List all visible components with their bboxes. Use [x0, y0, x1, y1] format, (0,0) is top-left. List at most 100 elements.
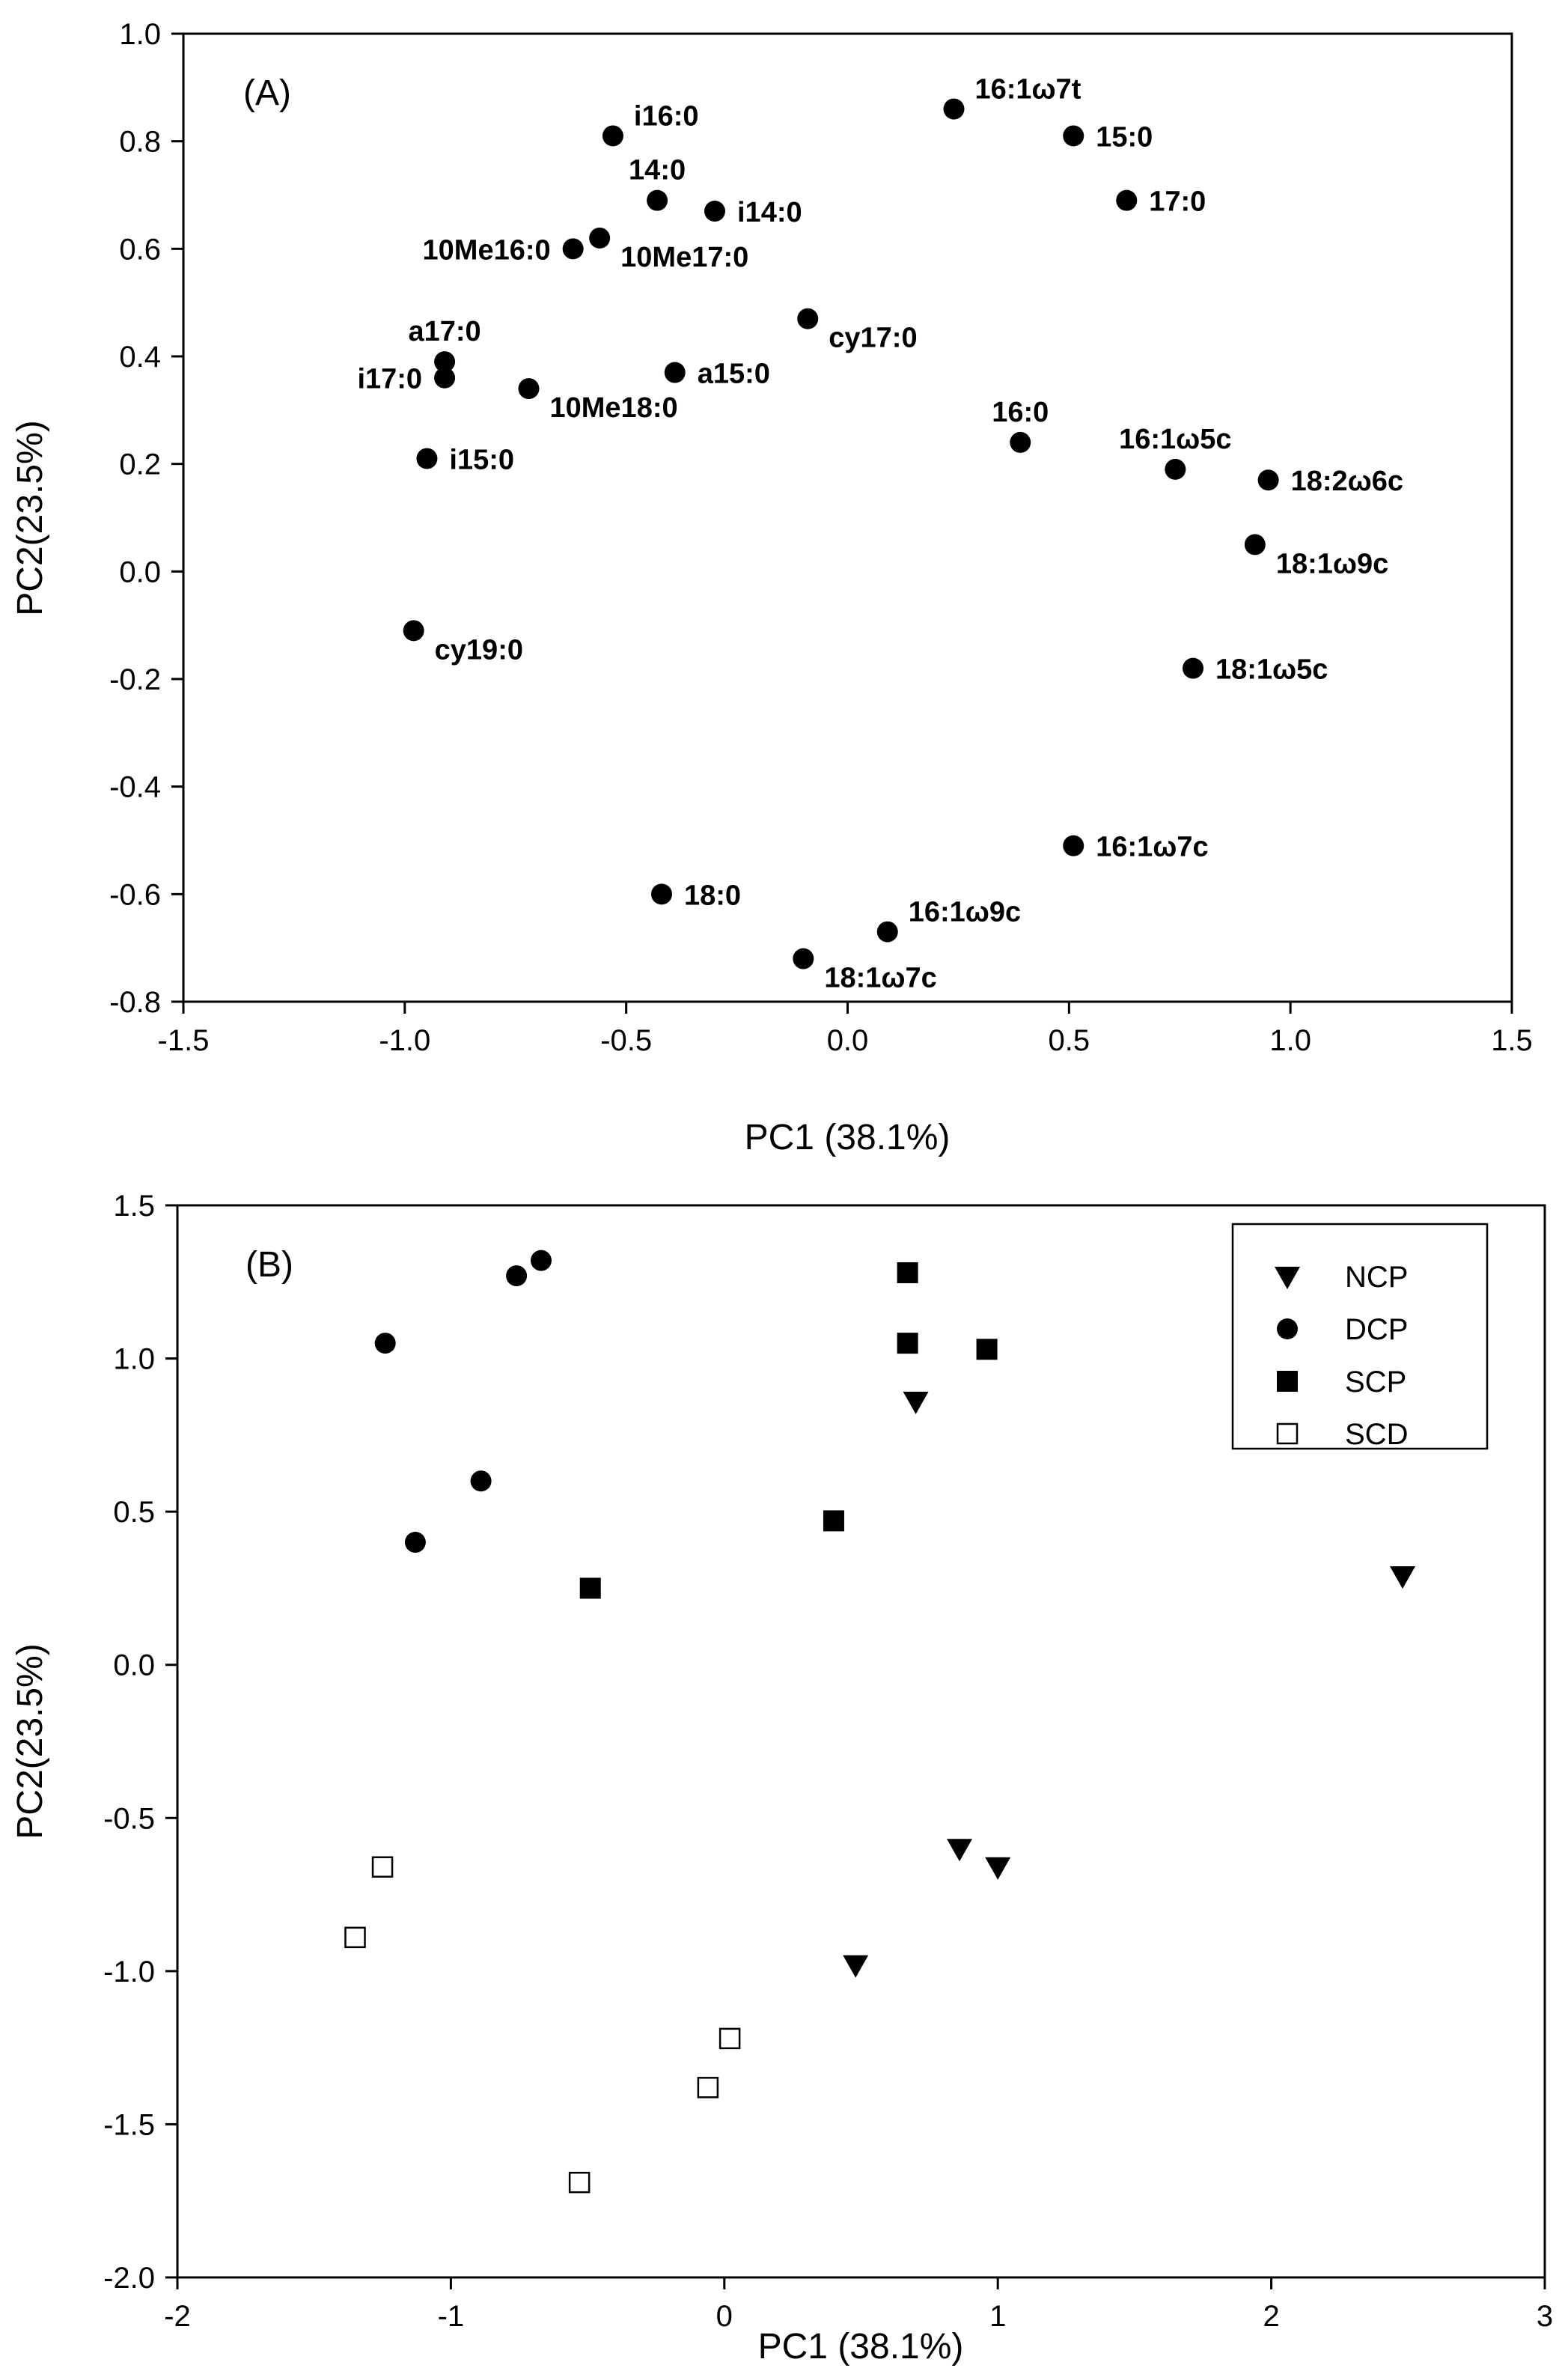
- panel-a-point-label: cy17:0: [829, 323, 917, 354]
- panel-b-x-tick-label: 2: [1263, 2300, 1279, 2333]
- panel-a-point: [651, 883, 672, 905]
- panel-b-point-scp: [823, 1510, 844, 1532]
- legend-marker-dcp: [1277, 1318, 1298, 1339]
- panel-a-y-tick-label: -0.2: [109, 663, 161, 696]
- panel-a-x-tick-label: 0.5: [1049, 1024, 1090, 1057]
- panel-b-y-tick-label: -1.5: [103, 2108, 155, 2141]
- panel-b-point-scd: [697, 2077, 719, 2099]
- panel-a-point: [793, 948, 814, 970]
- panel-a-x-tick-label: -1.5: [158, 1024, 210, 1057]
- panel-b-point-ncp: [1389, 1566, 1415, 1589]
- panel-a-x-axis-title: PC1 (38.1%): [745, 1118, 951, 1157]
- panel-a-point: [434, 367, 456, 389]
- panel-a-point: [704, 201, 725, 222]
- legend-marker-scd: [1276, 1422, 1299, 1445]
- panel-a-x-tick-label: 0.0: [827, 1024, 869, 1057]
- panel-a-point: [1063, 835, 1084, 856]
- panel-b-y-tick-label: -2.0: [103, 2262, 155, 2295]
- panel-a-y-tick-label: 1.0: [119, 18, 161, 51]
- panel-a-point: [1063, 125, 1084, 147]
- panel-a-point-label: 18:1ω9c: [1276, 548, 1388, 579]
- panel-b-chart: (B) -2 -1 0 1 2 3 -2.0 -1.5 -1.0 -0.5 0.0 0.5 1.0 1.…: [10, 1190, 1553, 2367]
- panel-b-y-tick-label: 0.0: [113, 1649, 155, 1682]
- panel-a-x-tick-label: -1.0: [379, 1024, 430, 1057]
- panel-b-point-scd: [719, 2027, 741, 2050]
- panel-b-point-ncp: [843, 1955, 869, 1978]
- panel-a-point-label: i15:0: [449, 444, 514, 475]
- panel-a-point-label: 16:1ω5c: [1119, 424, 1231, 455]
- panel-a-point: [562, 238, 584, 260]
- panel-b-point-scp: [897, 1333, 918, 1354]
- panel-a-y-tick-label: 0.2: [119, 448, 161, 481]
- panel-b-point-scd: [344, 1926, 366, 1949]
- panel-b-point-dcp: [506, 1265, 528, 1287]
- panel-a-point-label: 16:1ω9c: [909, 897, 1021, 928]
- panel-b-point-dcp: [530, 1250, 552, 1271]
- panel-a-point-label: 16:1ω7t: [975, 74, 1081, 106]
- panel-b-point-dcp: [470, 1470, 492, 1492]
- panel-a-points: 16:1ω7t 15:0 17:0 i16:0 14:0 i14:0 10Me16:0 10M…: [357, 74, 1403, 994]
- panel-b-y-tick-label: 1.0: [113, 1343, 155, 1376]
- panel-b-point-scd: [568, 2171, 591, 2194]
- legend-label-dcp: DCP: [1345, 1313, 1408, 1346]
- panel-a-point-label: a17:0: [408, 316, 480, 347]
- panel-b-y-axis: -2.0 -1.5 -1.0 -0.5 0.0 0.5 1.0 1.5: [103, 1190, 177, 2295]
- panel-b-point-ncp: [903, 1391, 929, 1414]
- panel-a-point: [1183, 657, 1203, 679]
- panel-b-points: [344, 1250, 1415, 2194]
- legend-label-scd: SCD: [1345, 1418, 1408, 1451]
- panel-a-point-label: 10Me16:0: [423, 234, 551, 266]
- panel-b-x-axis: -2 -1 0 1 2 3: [164, 2277, 1553, 2333]
- panel-b-point-scp: [897, 1262, 918, 1284]
- legend-label-ncp: NCP: [1345, 1261, 1408, 1294]
- panel-a-point: [589, 227, 611, 249]
- legend-marker-ncp: [1275, 1267, 1300, 1289]
- panel-a-label: (A): [243, 73, 291, 113]
- panel-a-point-label: i14:0: [737, 197, 802, 228]
- panel-a-chart: (A) -1.5 -1.0 -0.5 0.0 0.5 1.0 1.5 -0.8-0.6-0.…: [10, 18, 1533, 1157]
- panel-a-point-label: 15:0: [1096, 121, 1153, 153]
- panel-a-x-tick-label: 1.5: [1491, 1024, 1533, 1057]
- panel-a-point-label: 18:1ω5c: [1215, 654, 1328, 686]
- panel-b-y-tick-label: 0.5: [113, 1496, 155, 1529]
- panel-a-point: [1116, 189, 1138, 211]
- panel-a-y-tick-label: -0.8: [109, 986, 161, 1019]
- panel-a-point-label: 10Me17:0: [620, 242, 748, 273]
- panel-a-point-label: i17:0: [357, 364, 422, 395]
- legend-box: [1231, 1223, 1489, 1450]
- panel-a-point: [434, 351, 456, 373]
- panel-a-point: [518, 378, 540, 400]
- panel-b-y-axis-title: PC2(23.5%): [10, 1643, 50, 1839]
- panel-b-label: (B): [245, 1245, 293, 1285]
- panel-a-y-tick-label: -0.4: [109, 771, 161, 804]
- panel-a-point: [1010, 431, 1031, 453]
- panel-b-point-ncp: [947, 1839, 973, 1862]
- panel-b-x-tick-label: -2: [164, 2300, 191, 2333]
- panel-a-y-axis-title: PC2(23.5%): [10, 420, 50, 615]
- panel-b-y-tick-label: 1.5: [113, 1190, 155, 1223]
- legend-label-scp: SCP: [1345, 1366, 1406, 1399]
- panel-a-point: [664, 362, 686, 383]
- panel-b-point-ncp: [985, 1857, 1011, 1880]
- panel-a-point-label: 16:1ω7c: [1096, 832, 1208, 863]
- panel-a-x-tick-label: 1.0: [1269, 1024, 1311, 1057]
- panel-a-point-label: 18:1ω7c: [824, 963, 936, 994]
- panel-b-point-scp: [579, 1577, 601, 1599]
- panel-a-y-tick-label: 0.0: [119, 556, 161, 588]
- panel-b-y-tick-label: -1.0: [103, 1956, 155, 1988]
- panel-a-point: [647, 189, 668, 211]
- panel-a-x-tick-label: -0.5: [600, 1024, 652, 1057]
- panel-a-point-label: 10Me18:0: [550, 392, 678, 424]
- panel-a-point-label: cy19:0: [435, 634, 523, 666]
- panel-b-x-tick-label: 0: [716, 2300, 733, 2333]
- panel-a-y-tick-label: 0.8: [119, 126, 161, 159]
- panel-b-point-scp: [976, 1339, 998, 1360]
- panel-a-point-label: 17:0: [1149, 186, 1206, 218]
- panel-b-legend: NCP DCP SCP SCD: [1231, 1223, 1489, 1451]
- panel-b-plot-frame: [176, 1204, 1546, 2279]
- panel-a-point-label: a15:0: [698, 359, 770, 390]
- panel-a-point: [876, 921, 898, 943]
- panel-b-point-dcp: [404, 1532, 426, 1553]
- panel-a-point: [797, 308, 819, 329]
